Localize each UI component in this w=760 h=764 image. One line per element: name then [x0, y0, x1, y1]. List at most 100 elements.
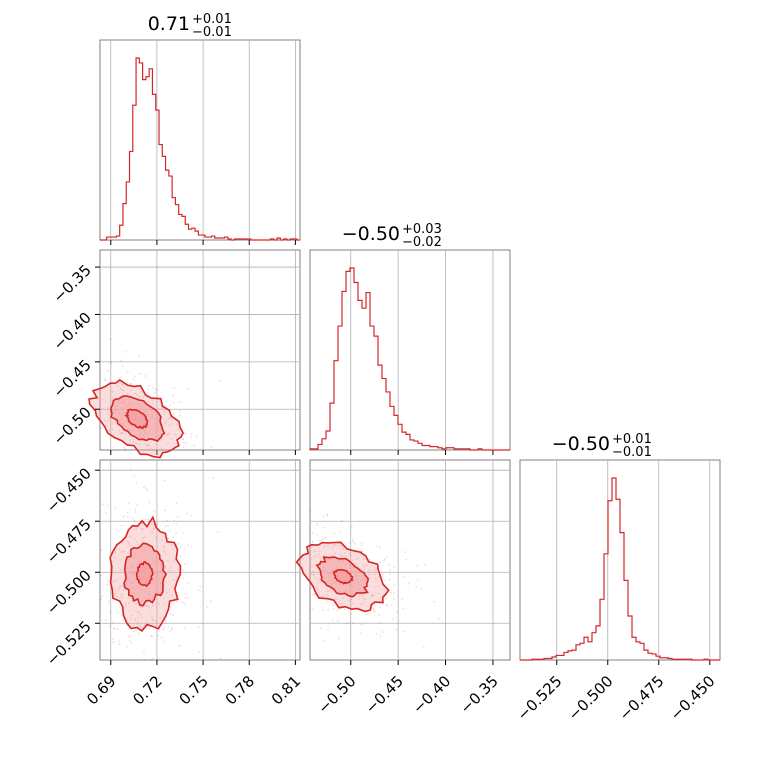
sample-point — [134, 618, 137, 620]
sample-point — [128, 544, 131, 547]
sample-point — [108, 600, 110, 603]
sample-point — [179, 644, 181, 647]
sample-point — [120, 524, 123, 527]
sample-point — [310, 565, 313, 568]
sample-point — [357, 598, 360, 601]
sample-point — [342, 547, 345, 550]
x-tick-label: −0.475 — [616, 672, 668, 724]
sample-point — [167, 626, 170, 629]
y-tick-label: −0.500 — [43, 566, 95, 618]
sample-point — [148, 610, 151, 612]
sample-point — [173, 387, 176, 389]
sample-point — [178, 644, 181, 647]
sample-point — [120, 585, 123, 588]
sample-point — [136, 504, 139, 507]
sample-point — [402, 630, 405, 633]
sample-point — [173, 519, 175, 522]
sample-point — [162, 411, 165, 414]
sample-point — [139, 605, 142, 608]
sample-point — [317, 578, 320, 580]
sample-point — [168, 629, 171, 632]
sample-point — [154, 620, 157, 622]
y-tick-label: −0.525 — [43, 617, 95, 669]
sample-point — [437, 617, 440, 620]
sample-point — [178, 414, 181, 417]
sample-point — [168, 588, 171, 591]
sample-point — [352, 602, 355, 605]
sample-point — [393, 566, 396, 569]
sample-point — [372, 594, 375, 597]
sample-point — [184, 596, 187, 599]
sample-point — [132, 441, 135, 443]
histogram-title-upper-error: +0.01 — [192, 12, 232, 27]
sample-point — [104, 378, 107, 381]
sample-point — [186, 442, 188, 444]
sample-point — [145, 444, 148, 447]
sample-point — [404, 551, 406, 553]
x-tick-label: −0.525 — [514, 672, 566, 724]
panel-3-1: −0.450−0.475−0.500−0.525 — [43, 459, 301, 669]
sample-point — [349, 613, 352, 615]
sample-point — [327, 608, 330, 611]
sample-point — [218, 379, 221, 382]
sample-point — [170, 627, 173, 629]
panel-frame — [99, 39, 301, 241]
sample-point — [122, 556, 125, 559]
sample-point — [331, 547, 334, 550]
sample-point — [177, 542, 180, 545]
sample-point — [337, 620, 339, 623]
sample-point — [384, 579, 387, 582]
sample-point — [313, 573, 316, 576]
sample-point — [331, 554, 334, 557]
sample-point — [312, 573, 315, 576]
x-tick-label: 0.81 — [268, 672, 304, 708]
sample-point — [166, 433, 168, 436]
panels-group: 0.71 +0.01−0.01−0.50 +0.03−0.02−0.50 +0.01−… — [43, 12, 721, 724]
sample-point — [129, 639, 131, 642]
sample-point — [137, 543, 140, 546]
sample-point — [116, 628, 119, 631]
sample-point — [162, 640, 165, 643]
sample-point — [150, 635, 153, 638]
sample-point — [108, 625, 111, 628]
sample-point — [363, 566, 366, 568]
sample-point — [198, 650, 201, 653]
sample-point — [121, 364, 124, 367]
sample-point — [172, 401, 175, 404]
sample-point — [163, 413, 166, 416]
sample-point — [107, 407, 110, 410]
sample-point — [148, 401, 150, 403]
sample-point — [323, 545, 326, 548]
x-tick-label: −0.45 — [362, 672, 407, 717]
sample-point — [171, 536, 174, 539]
sample-point — [407, 582, 410, 585]
x-tick-label: −0.500 — [565, 672, 617, 724]
sample-point — [420, 587, 423, 590]
sample-point — [149, 447, 152, 450]
sample-point — [362, 558, 365, 560]
sample-point — [183, 602, 186, 605]
sample-point — [332, 604, 335, 606]
histogram-step-line — [309, 267, 510, 451]
sample-point — [104, 379, 107, 382]
sample-point — [373, 573, 376, 576]
sample-point — [174, 559, 176, 562]
sample-point — [116, 385, 119, 387]
sample-point — [322, 538, 325, 540]
sample-point — [167, 433, 170, 436]
sample-point — [102, 503, 105, 506]
sample-point — [172, 586, 175, 589]
sample-point — [137, 620, 140, 623]
sample-point — [360, 544, 363, 547]
sample-point — [319, 557, 321, 560]
sample-point — [162, 545, 165, 547]
sample-point — [124, 448, 127, 451]
sample-point — [351, 559, 354, 562]
sample-point — [148, 501, 151, 504]
sample-point — [121, 594, 124, 596]
sample-point — [182, 577, 184, 580]
sample-point — [99, 407, 102, 410]
sample-point — [176, 600, 179, 603]
sample-point — [353, 563, 356, 566]
